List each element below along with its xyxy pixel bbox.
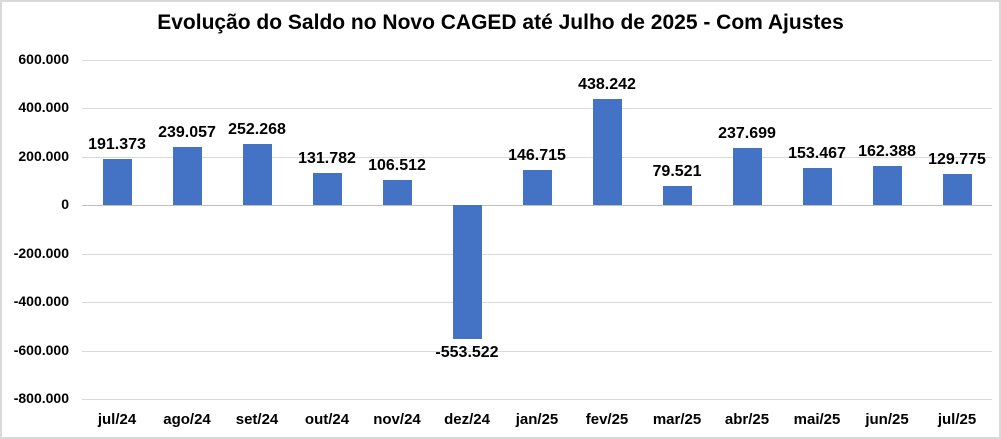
bar-value-label: 79.521 xyxy=(652,163,702,180)
x-axis-tick-label: ago/24 xyxy=(163,411,211,428)
y-axis-tick-label: 600.000 xyxy=(18,51,69,67)
x-axis-tick-label: abr/25 xyxy=(724,411,770,428)
x-axis-tick-label: mar/25 xyxy=(652,411,702,428)
x-axis-tick-label: fev/25 xyxy=(585,411,629,428)
bar-mai-25 xyxy=(802,168,832,206)
y-axis-tick-label: -200.000 xyxy=(13,244,69,261)
gridline xyxy=(82,253,992,255)
bar-value-label: 153.467 xyxy=(788,145,846,163)
bar-value-label: -553.522 xyxy=(435,344,499,362)
bar-jul-25 xyxy=(942,173,972,206)
x-axis-tick-label: set/24 xyxy=(235,411,279,428)
gridline xyxy=(82,108,992,110)
bar-value-label: 438.242 xyxy=(578,76,636,94)
bar-value-label: 237.699 xyxy=(718,124,776,142)
bar-value-label: 146.715 xyxy=(508,146,566,164)
x-axis-tick-label: jul/24 xyxy=(97,411,137,428)
bar-value-label: 191.373 xyxy=(88,135,146,153)
x-axis-tick-label: jun/25 xyxy=(865,411,909,428)
bar-value-label: 252.268 xyxy=(228,121,286,139)
bar-value-label: 131.782 xyxy=(298,150,356,168)
bar-value-label: 239.057 xyxy=(158,124,216,142)
x-axis-tick-label: jul/25 xyxy=(937,411,977,428)
gridline xyxy=(82,60,992,61)
bar-jun-25 xyxy=(872,166,902,206)
bar-nov-24 xyxy=(382,179,412,206)
bar-jul-24 xyxy=(102,158,132,206)
bar-abr-25 xyxy=(732,147,762,206)
bar-value-label: 129.775 xyxy=(928,150,986,168)
x-axis-tick-label: nov/24 xyxy=(373,411,421,428)
bar-mar-25 xyxy=(662,186,692,206)
bar-value-label: 162.388 xyxy=(858,143,916,160)
gridline xyxy=(82,350,992,352)
bar-out-24 xyxy=(312,173,342,206)
gridline xyxy=(82,399,992,400)
y-axis-tick-label: 0 xyxy=(61,196,69,213)
chart-title: Evolução do Saldo no Novo CAGED até Julh… xyxy=(157,11,844,34)
gridline xyxy=(82,156,992,158)
bar-value-label: 106.512 xyxy=(368,156,426,174)
y-axis-tick-label: 200.000 xyxy=(18,147,69,164)
bar-jan-25 xyxy=(522,169,552,206)
y-axis-tick-label: -800.000 xyxy=(13,390,69,406)
bar-set-24 xyxy=(242,144,272,206)
bar-dez-24 xyxy=(452,205,482,340)
x-axis-tick-label: jan/25 xyxy=(515,411,559,428)
x-axis-tick-label: out/24 xyxy=(304,411,350,428)
y-axis-tick-label: -600.000 xyxy=(13,341,69,358)
zero-axis-line xyxy=(82,205,992,207)
bar-fev-25 xyxy=(592,99,622,206)
bar-ago-24 xyxy=(172,147,202,206)
x-axis-tick-label: dez/24 xyxy=(444,411,490,428)
y-axis-tick-label: -400.000 xyxy=(13,293,69,310)
y-axis-tick-label: 400.000 xyxy=(18,99,69,116)
gridline xyxy=(82,302,992,304)
x-axis-tick-label: mai/25 xyxy=(793,411,841,428)
